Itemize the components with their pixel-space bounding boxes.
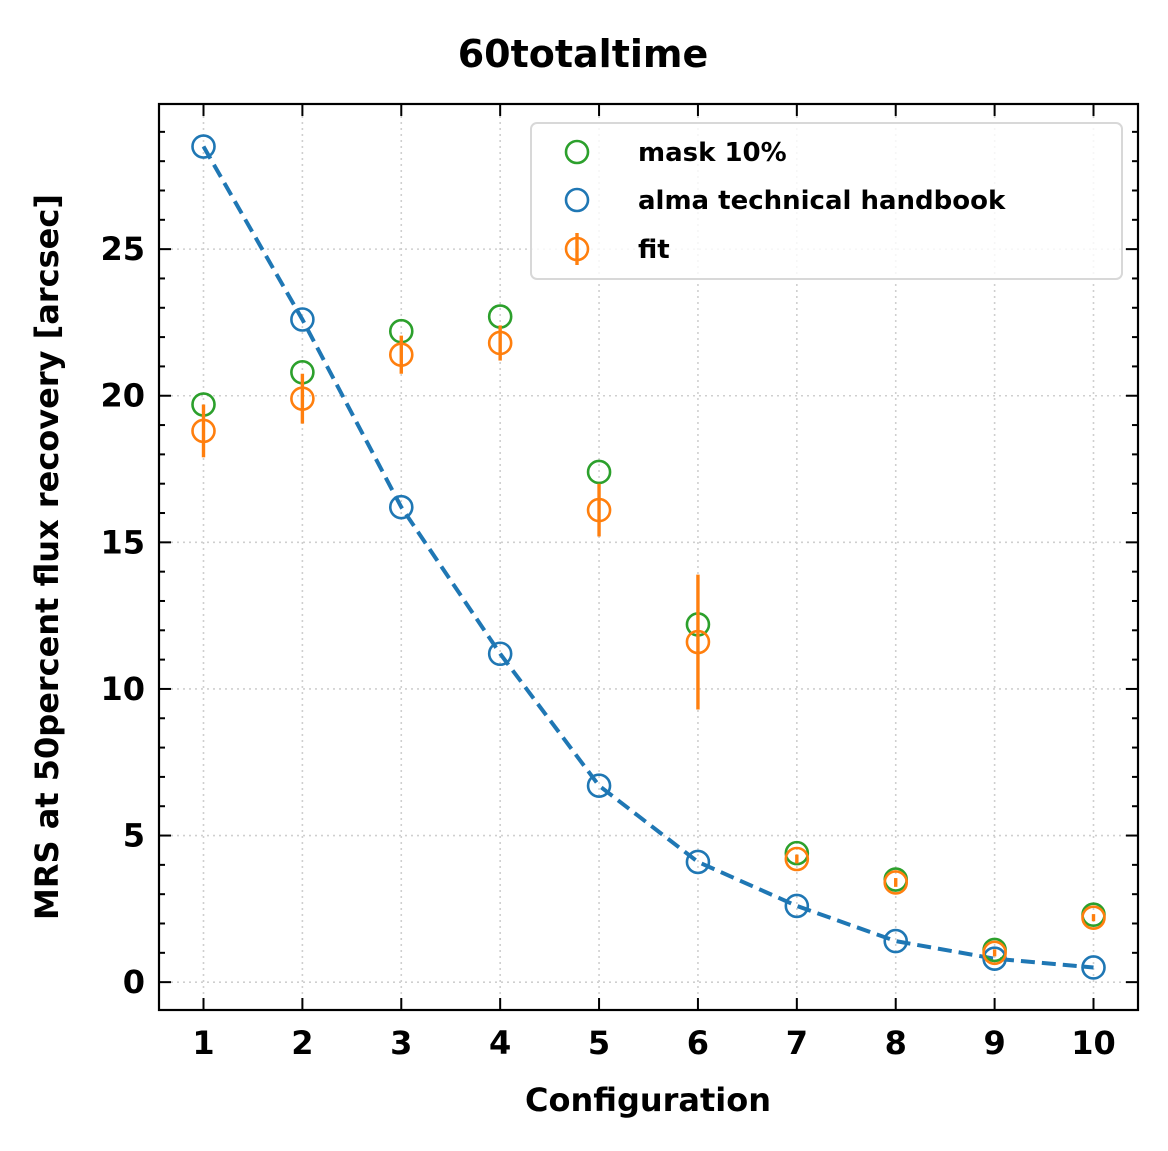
chart-title: 60totaltime xyxy=(458,32,709,76)
fit-point xyxy=(191,418,216,444)
legend-marker-mask xyxy=(564,139,590,165)
legend-marker-fit xyxy=(564,236,590,262)
handbook-point xyxy=(982,946,1007,971)
x-tick-label: 5 xyxy=(588,1024,610,1062)
legend-label-mask: mask 10% xyxy=(638,138,787,168)
handbook-dashed-line xyxy=(201,145,1094,970)
y-tick-label: 20 xyxy=(100,377,145,415)
fit-point xyxy=(685,629,711,655)
y-tick-label: 10 xyxy=(100,670,145,708)
x-tick-label: 1 xyxy=(192,1024,214,1062)
handbook-point xyxy=(290,307,315,332)
x-tick-label: 6 xyxy=(687,1024,709,1062)
x-axis-label: Configuration xyxy=(525,1081,771,1119)
handbook-point xyxy=(685,849,711,875)
legend-label-fit: fit xyxy=(638,235,670,265)
plot-series xyxy=(191,134,1106,980)
x-tick-label: 7 xyxy=(786,1024,808,1062)
mask-point xyxy=(784,840,810,866)
x-tick-label: 10 xyxy=(1071,1024,1116,1062)
legend: mask 10% alma technical handbook fit xyxy=(530,122,1123,280)
y-tick-label: 5 xyxy=(123,817,145,855)
handbook-point xyxy=(784,893,810,919)
x-tick-label: 9 xyxy=(983,1024,1005,1062)
handbook-point xyxy=(388,494,414,520)
plot-frame xyxy=(157,102,1140,1012)
fit-point xyxy=(1081,905,1106,930)
handbook-point xyxy=(883,928,909,954)
x-tick-label: 2 xyxy=(291,1024,313,1062)
legend-label-handbook: alma technical handbook xyxy=(638,186,1006,216)
y-tick-label: 15 xyxy=(100,523,145,561)
handbook-point xyxy=(1081,955,1106,980)
fit-point xyxy=(784,846,810,872)
handbook-point xyxy=(191,134,216,159)
handbook-point xyxy=(586,773,612,798)
fit-point xyxy=(487,330,513,356)
fit-point xyxy=(388,342,414,367)
fit-point xyxy=(290,386,315,411)
mask-point xyxy=(586,459,612,485)
y-tick-label: 0 xyxy=(123,963,145,1001)
x-tick-label: 3 xyxy=(390,1024,412,1062)
fit-point xyxy=(586,497,612,523)
y-axis-label: MRS at 50percent flux recovery [arcsec] xyxy=(28,194,66,920)
axis-ticks: 1 2 3 4 5 6 7 8 9 10 0 5 10 15 20 25 xyxy=(100,104,1138,1062)
fit-point xyxy=(982,940,1007,966)
y-tick-label: 25 xyxy=(100,230,145,268)
legend-marker-handbook xyxy=(564,187,590,213)
handbook-point xyxy=(487,641,513,667)
fit-point xyxy=(883,870,909,895)
legend-box xyxy=(530,122,1123,280)
x-tick-label: 4 xyxy=(489,1024,511,1062)
x-tick-label: 8 xyxy=(885,1024,907,1062)
